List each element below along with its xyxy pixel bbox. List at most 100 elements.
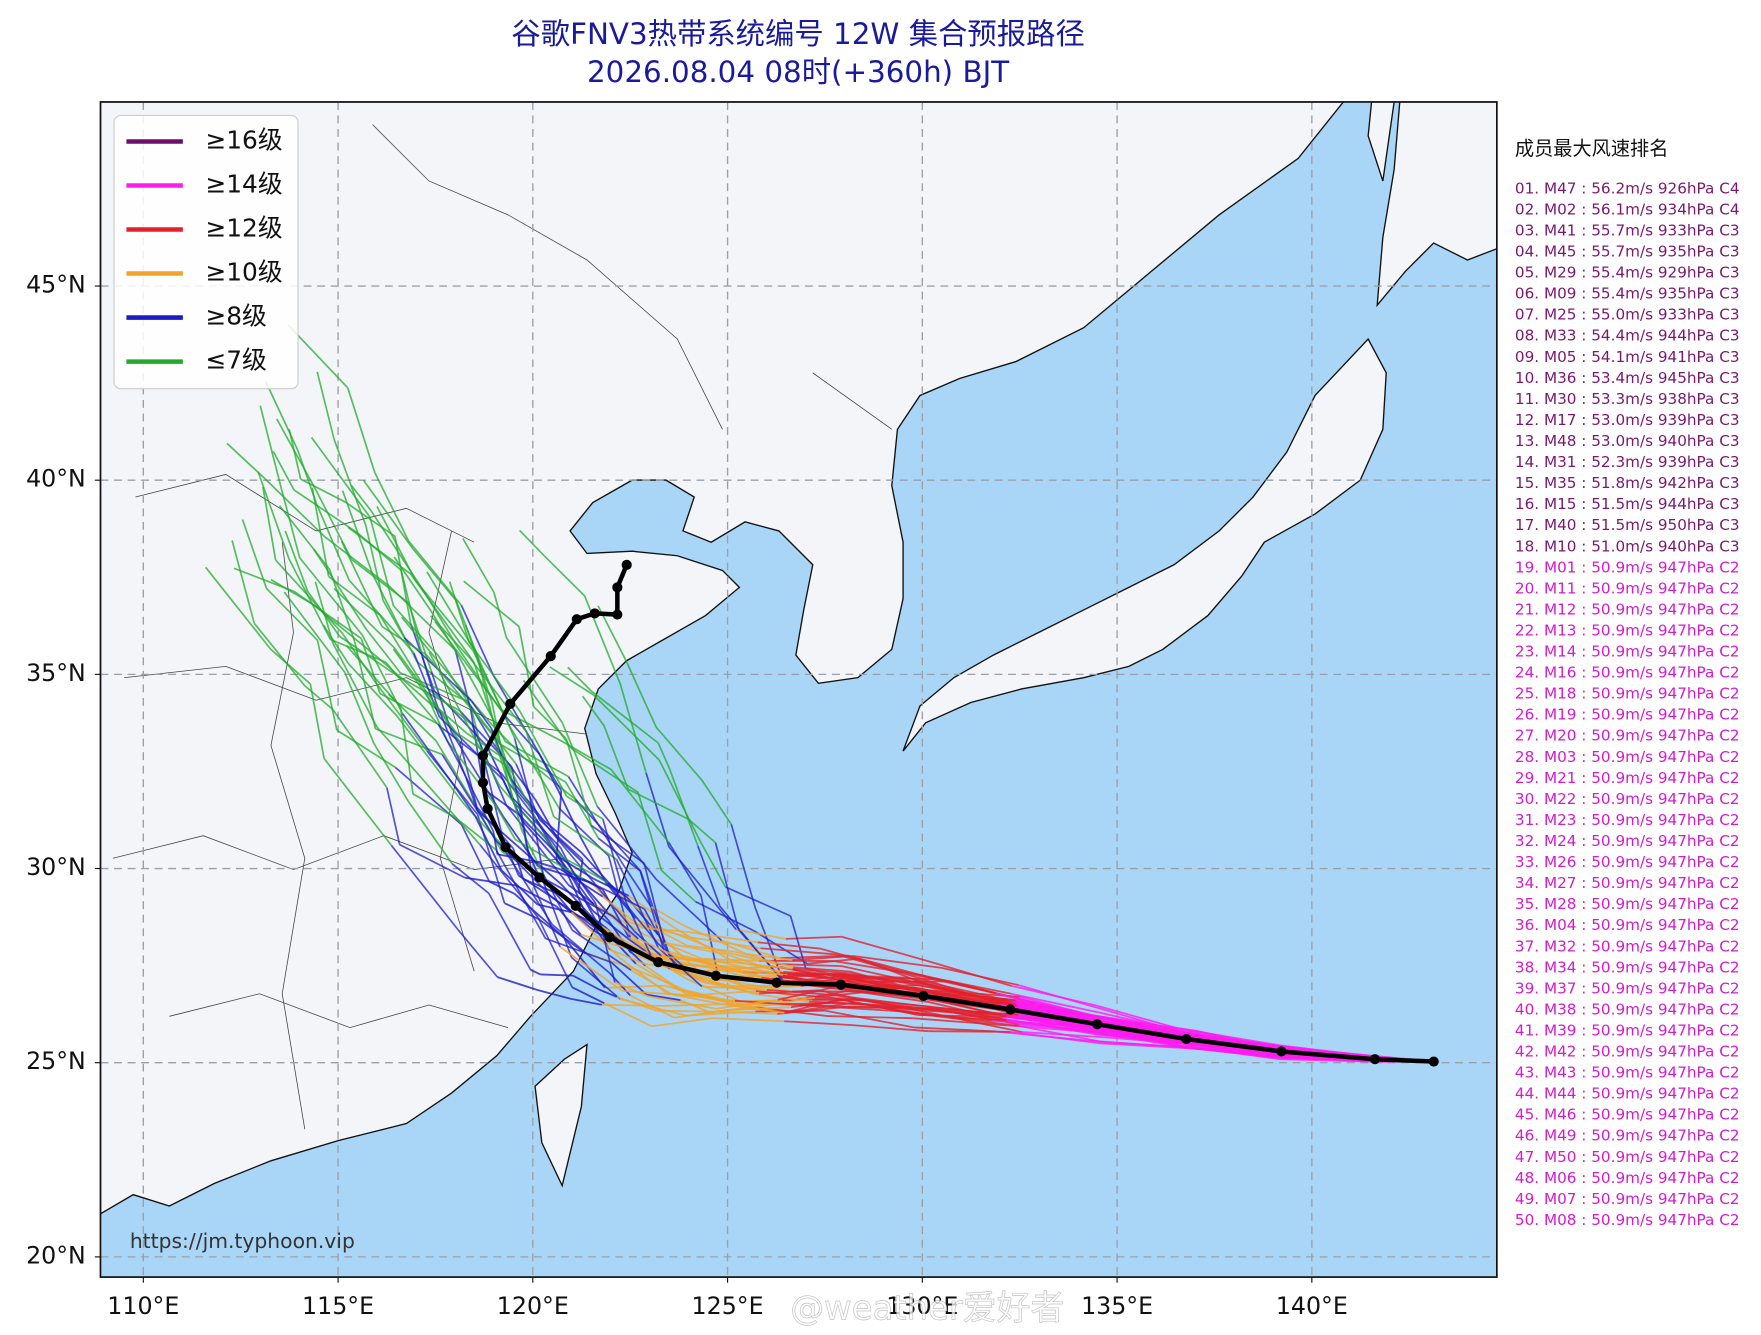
ensemble-segment bbox=[827, 1015, 913, 1020]
ensemble-segment bbox=[622, 989, 690, 997]
ensemble-segment bbox=[537, 989, 572, 1000]
ensemble-segment bbox=[572, 974, 601, 991]
ensemble-segment bbox=[459, 741, 478, 808]
ensemble-segment bbox=[293, 590, 362, 640]
ranking-item: 42. M42 : 50.9m/s 947hPa C2 bbox=[1515, 1043, 1740, 1061]
ensemble-segment bbox=[340, 540, 383, 627]
ensemble-segment bbox=[672, 993, 723, 1006]
legend-label: ≤7级 bbox=[205, 346, 266, 375]
ensemble-segment bbox=[582, 877, 645, 910]
ensemble-segment bbox=[297, 450, 318, 505]
ranking-item: 20. M11 : 50.9m/s 947hPa C2 bbox=[1515, 579, 1740, 597]
y-tick-label: 30°N bbox=[26, 853, 86, 881]
ensemble-segment bbox=[465, 778, 479, 812]
ranking-item: 45. M46 : 50.9m/s 947hPa C2 bbox=[1515, 1106, 1740, 1124]
ensemble-segment bbox=[400, 672, 468, 702]
ensemble-segment bbox=[557, 790, 583, 840]
ensemble-segment bbox=[784, 1002, 852, 1014]
ensemble-segment bbox=[495, 849, 547, 939]
ensemble-segment bbox=[1018, 984, 1108, 1012]
ensemble-segment bbox=[643, 908, 676, 967]
ensemble-segment bbox=[615, 859, 660, 949]
ensemble-segment bbox=[701, 985, 767, 991]
ensemble-segment bbox=[455, 731, 511, 769]
ensemble-segment bbox=[551, 923, 611, 974]
ensemble-segment bbox=[518, 626, 535, 707]
ensemble-segment bbox=[583, 595, 621, 684]
ensemble-segment bbox=[393, 646, 457, 733]
ensemble-segment bbox=[841, 935, 931, 963]
ensemble-segment bbox=[928, 1030, 1011, 1033]
credit: @weather爱好者 bbox=[790, 1288, 1064, 1327]
ensemble-segment bbox=[428, 651, 470, 729]
ensemble-segment bbox=[435, 740, 483, 817]
ensemble-segment bbox=[257, 471, 290, 560]
ensemble-segment bbox=[397, 675, 461, 712]
ensemble-segment bbox=[457, 762, 494, 832]
ensemble-segment bbox=[553, 815, 618, 861]
legend-label: ≥10级 bbox=[205, 258, 282, 287]
ensemble-segment bbox=[366, 629, 402, 674]
ensemble-segment bbox=[434, 792, 481, 846]
ensemble-segment bbox=[365, 525, 384, 601]
ensemble-segment bbox=[264, 380, 299, 451]
ensemble-segment bbox=[322, 624, 350, 665]
ensemble-segment bbox=[720, 961, 783, 977]
ensemble-segment bbox=[610, 961, 648, 996]
ensemble-segment bbox=[637, 792, 663, 871]
ensemble-segment bbox=[534, 798, 557, 837]
ensemble-segment bbox=[683, 924, 747, 955]
ensemble-segment bbox=[629, 994, 675, 1019]
ranking-item: 11. M30 : 53.3m/s 938hPa C3 bbox=[1515, 390, 1740, 408]
y-tick-label: 20°N bbox=[26, 1241, 86, 1269]
ensemble-segment bbox=[667, 841, 702, 897]
ensemble-segment bbox=[602, 818, 627, 903]
ensemble-segment bbox=[720, 1010, 778, 1015]
ensemble-segment bbox=[431, 702, 468, 734]
ranking-item: 33. M26 : 50.9m/s 947hPa C2 bbox=[1515, 853, 1740, 871]
ensemble-segment bbox=[241, 519, 268, 589]
ensemble-segment bbox=[401, 616, 444, 668]
ensemble-segment bbox=[565, 738, 593, 826]
ensemble-segment bbox=[725, 886, 791, 917]
ensemble-segment bbox=[412, 793, 456, 819]
ensemble-segment bbox=[300, 478, 347, 504]
ensemble-segment bbox=[392, 648, 433, 704]
ensemble-segment bbox=[492, 830, 499, 855]
ensemble-segment bbox=[259, 405, 283, 490]
ensemble-segment bbox=[412, 548, 457, 602]
ranking-item: 38. M34 : 50.9m/s 947hPa C2 bbox=[1515, 958, 1740, 976]
ranking-item: 04. M45 : 55.7m/s 935hPa C3 bbox=[1515, 243, 1740, 261]
ranking-item: 28. M03 : 50.9m/s 947hPa C2 bbox=[1515, 748, 1740, 766]
ensemble-segment bbox=[601, 1003, 665, 1007]
ensemble-segment bbox=[561, 722, 599, 807]
ensemble-segment bbox=[315, 503, 350, 581]
ensemble-segment bbox=[519, 529, 545, 557]
ranking-item: 30. M22 : 50.9m/s 947hPa C2 bbox=[1515, 790, 1740, 808]
ensemble-segment bbox=[523, 757, 576, 801]
ensemble-segment bbox=[655, 726, 703, 781]
ensemble-segment bbox=[599, 988, 618, 998]
ensemble-segment bbox=[714, 842, 740, 931]
ensemble-segment bbox=[446, 740, 498, 808]
x-tick-label: 120°E bbox=[497, 1292, 569, 1320]
ensemble-segment bbox=[379, 692, 439, 725]
ensemble-segment bbox=[779, 971, 844, 982]
ensemble-segment bbox=[382, 599, 405, 639]
ensemble-segment bbox=[734, 950, 794, 969]
ensemble-segment bbox=[309, 683, 325, 759]
ensemble-segment bbox=[372, 679, 428, 752]
ensemble-segment bbox=[646, 993, 681, 1002]
ensemble-segment bbox=[792, 967, 851, 975]
ranking-title: 成员最大风速排名 bbox=[1515, 137, 1669, 160]
ranking-item: 22. M13 : 50.9m/s 947hPa C2 bbox=[1515, 621, 1740, 639]
ensemble-segment bbox=[730, 823, 757, 908]
ensemble-segment bbox=[543, 877, 582, 900]
ensemble-segment bbox=[697, 845, 721, 907]
ranking-item: 16. M15 : 51.5m/s 944hPa C3 bbox=[1515, 495, 1740, 513]
ensemble-segment bbox=[571, 986, 605, 1004]
mean-track-point bbox=[621, 559, 632, 570]
ranking-item: 27. M20 : 50.9m/s 947hPa C2 bbox=[1515, 727, 1740, 745]
ensemble-segment bbox=[607, 882, 659, 945]
ensemble-segment bbox=[1104, 1041, 1189, 1049]
